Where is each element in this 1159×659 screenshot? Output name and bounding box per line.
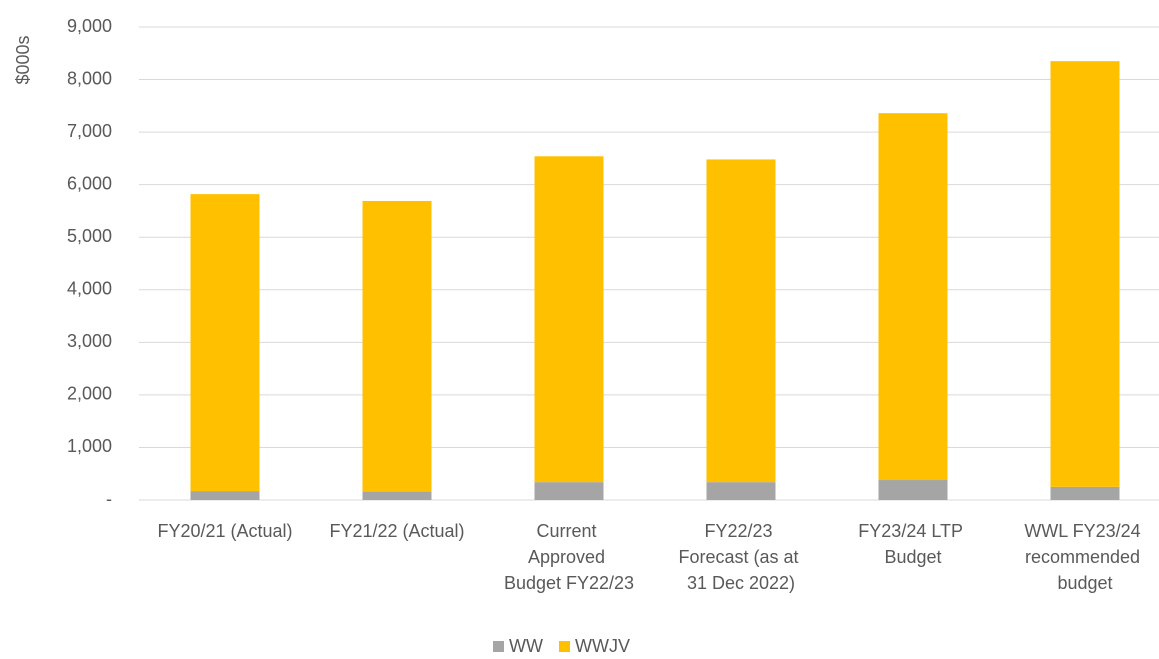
bar-segment	[190, 491, 260, 500]
bar-segment	[706, 159, 776, 483]
x-tick-label: FY23/24 LTP Budget	[858, 521, 967, 567]
y-tick-label: 6,000	[67, 173, 112, 193]
bar-segment	[878, 480, 948, 500]
y-tick-label: 2,000	[67, 384, 112, 404]
bar-segment	[706, 482, 776, 500]
x-tick-label: WWL FY23/24 recommended budget	[1024, 521, 1145, 593]
y-tick-label: 5,000	[67, 226, 112, 246]
x-tick-label: FY21/22 (Actual)	[329, 521, 464, 541]
bar-segment	[1050, 486, 1120, 500]
x-tick-label: FY22/23 Forecast (as at 31 Dec 2022)	[678, 521, 803, 593]
y-tick-label: 9,000	[67, 16, 112, 36]
x-tick-label: Current Approved Budget FY22/23	[504, 521, 634, 593]
bar-segment	[878, 113, 948, 481]
y-tick-label: 1,000	[67, 436, 112, 456]
bar-segment	[362, 200, 432, 492]
y-axis-label: $000s	[13, 35, 33, 84]
legend-swatch	[493, 641, 504, 652]
bar-segment	[534, 482, 604, 500]
y-tick-label: 4,000	[67, 279, 112, 299]
y-tick-label: 7,000	[67, 121, 112, 141]
y-tick-label: 3,000	[67, 331, 112, 351]
legend-swatch	[558, 641, 570, 652]
bar-segment	[190, 194, 260, 492]
bar-segment	[534, 156, 604, 483]
bar-segment	[362, 491, 432, 500]
legend-label: WW	[509, 636, 543, 656]
y-tick-label: -	[106, 489, 112, 509]
legend-label: WWJV	[575, 636, 630, 656]
x-tick-label: FY20/21 (Actual)	[157, 521, 292, 541]
bar-segment	[1050, 61, 1120, 487]
y-tick-label: 8,000	[67, 68, 112, 88]
